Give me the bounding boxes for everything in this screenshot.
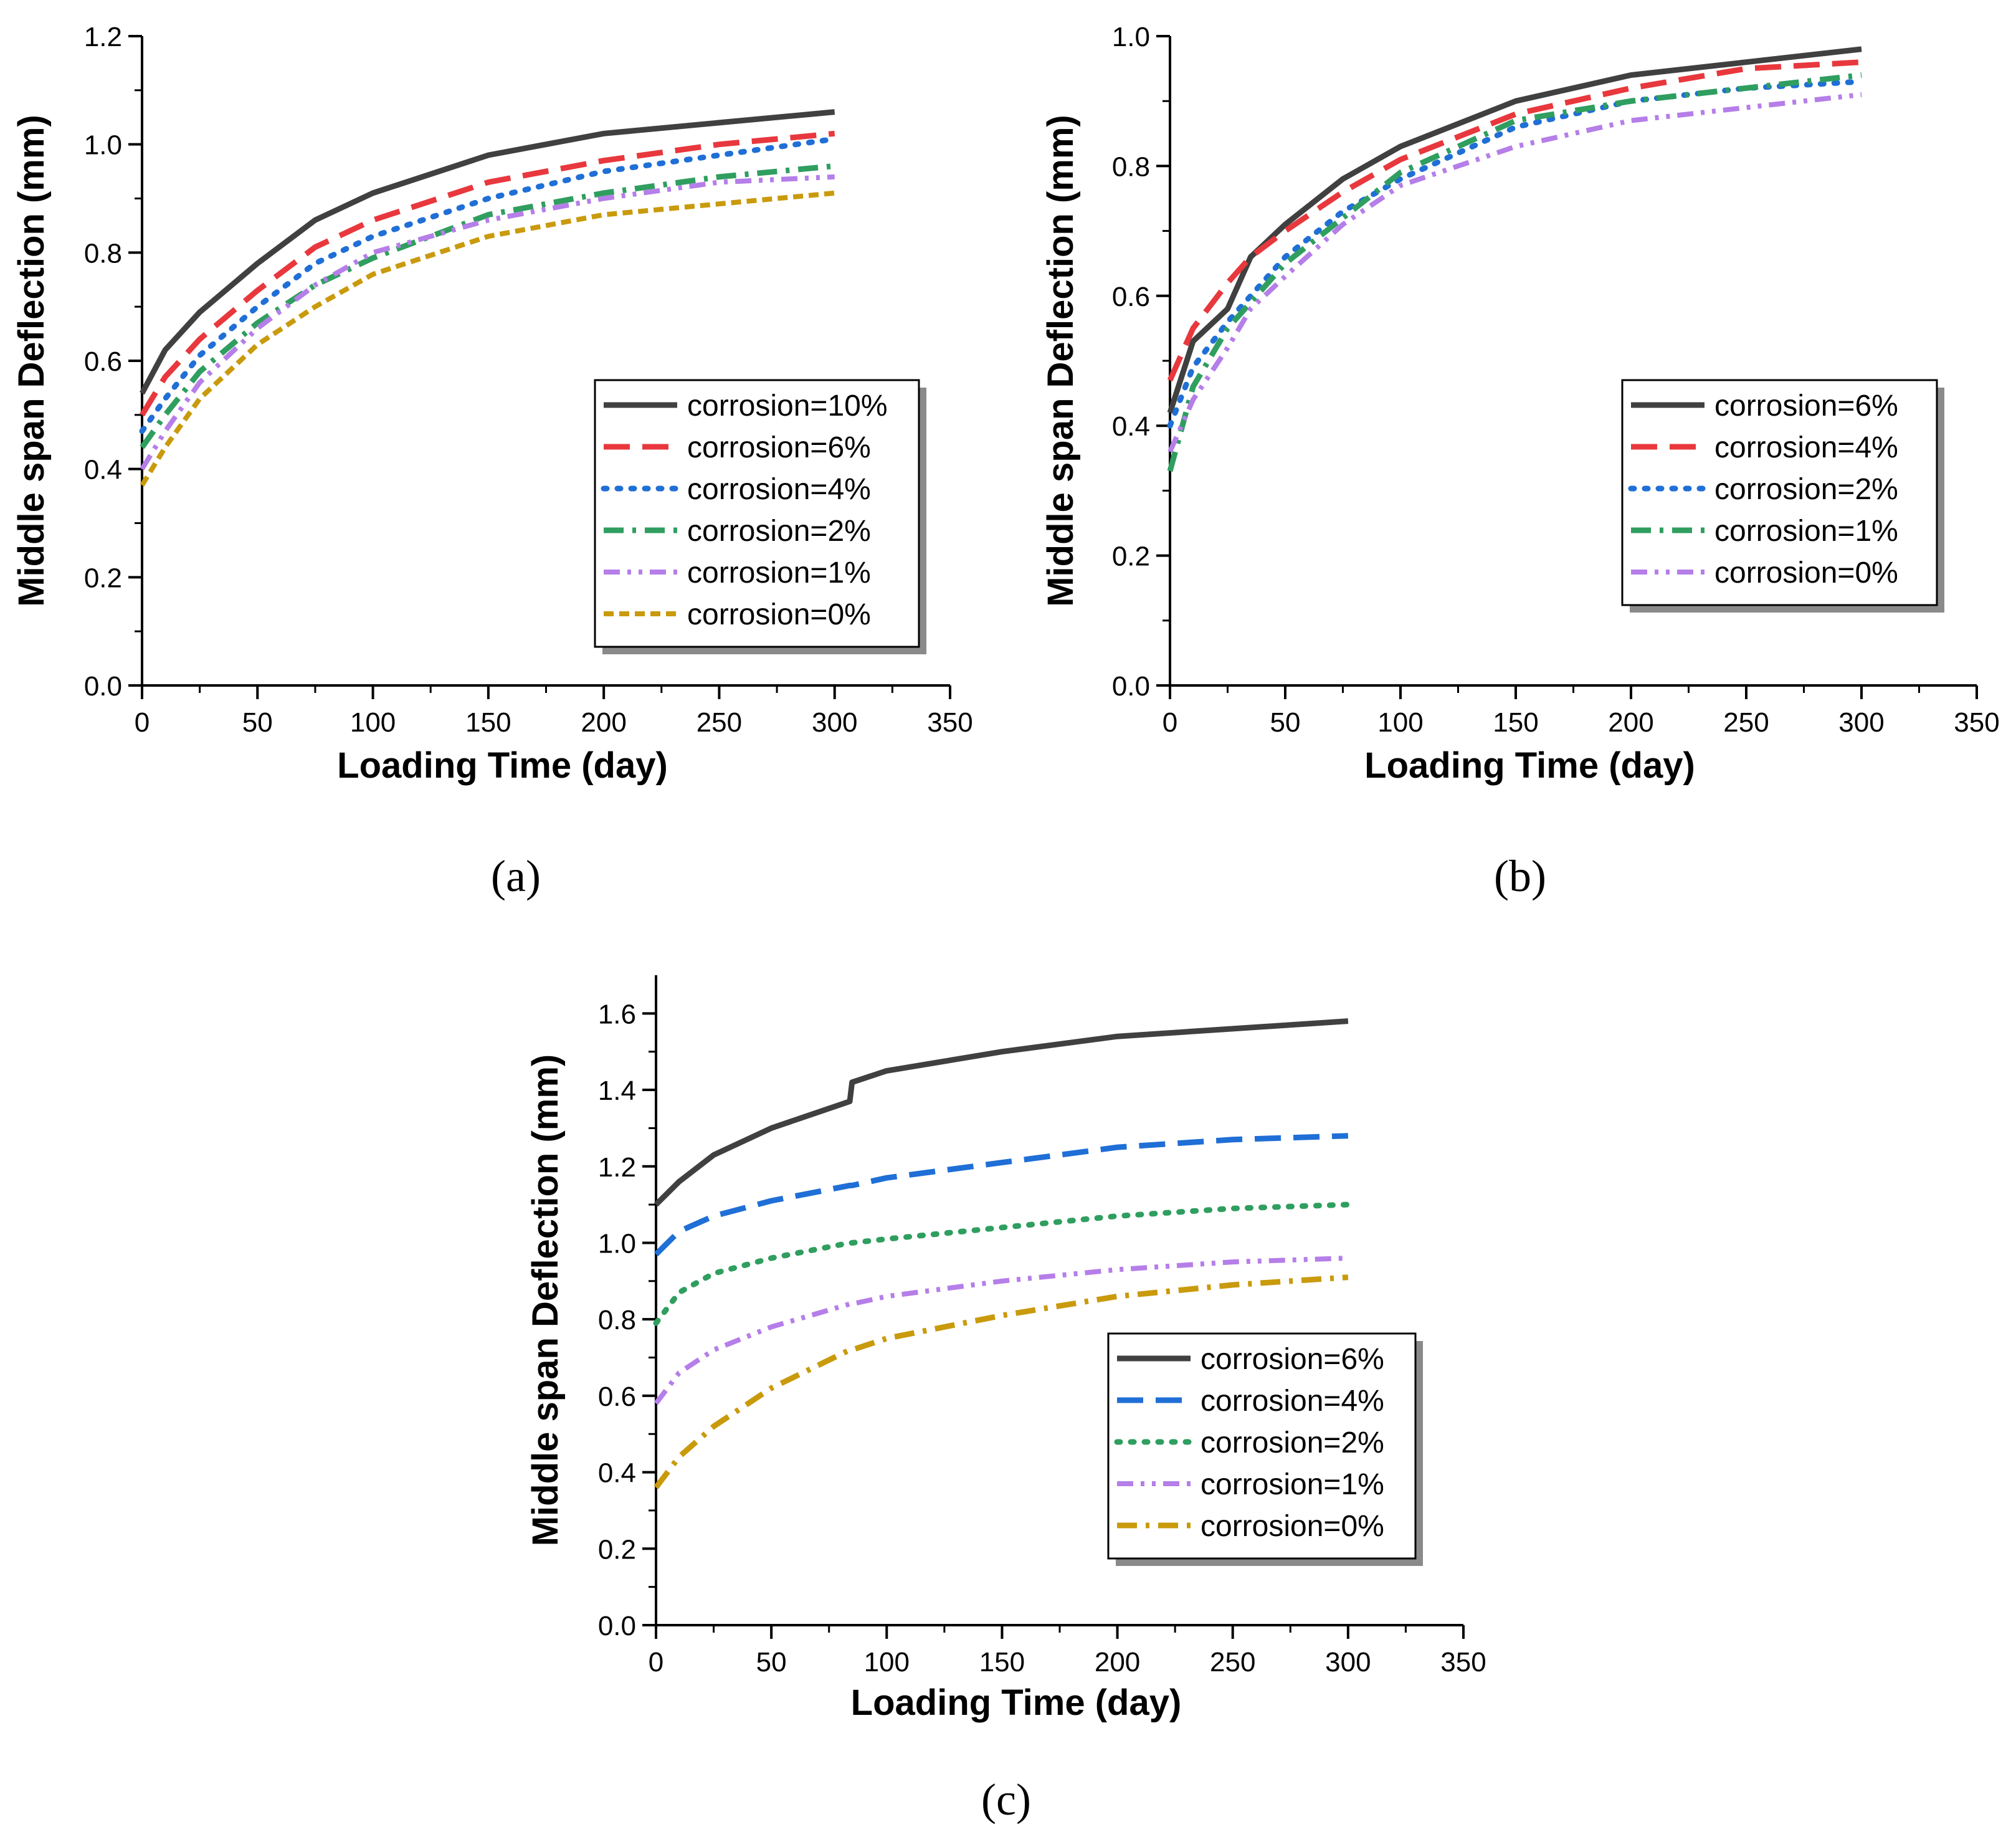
x-tick-label: 50 [756, 1647, 787, 1677]
series-line-6 [140, 190, 835, 487]
chart-panel-1: 0 50 100 150 200 250 300 350 0.0 0.2 0.4 0.6 0.8 1.0 1… [11, 22, 973, 901]
x-tick-label: 250 [1210, 1647, 1255, 1677]
x-tick-label: 150 [979, 1647, 1025, 1677]
legend-label: corrosion=4% [687, 473, 871, 506]
series-line-1 [1167, 46, 1862, 414]
series-line-5 [1167, 92, 1862, 453]
x-tick-label: 150 [465, 707, 511, 738]
y-tick-label: 0.2 [84, 563, 122, 593]
y-tick-label: 0.0 [84, 671, 122, 702]
y-tick-label: 0.0 [598, 1611, 636, 1641]
legend-label: corrosion=1% [1714, 515, 1898, 548]
y-tick-label: 1.4 [598, 1076, 636, 1106]
legend-label: corrosion=1% [1201, 1468, 1384, 1501]
y-tick-label: 0.0 [1112, 671, 1150, 702]
series-line-2 [654, 1133, 1349, 1257]
legend-box [1107, 1332, 1417, 1560]
y-tick-label: 0.2 [1112, 542, 1150, 572]
series-line-3 [139, 136, 838, 434]
legend-label: corrosion=6% [687, 431, 871, 464]
x-tick-label: 100 [864, 1647, 910, 1677]
legend-box [1621, 379, 1938, 606]
legend-label: corrosion=0% [1201, 1510, 1384, 1543]
x-tick-label: 200 [1095, 1647, 1140, 1677]
x-tick-label: 100 [350, 707, 396, 738]
panel-caption: (b) [1494, 851, 1546, 901]
x-tick-label: 300 [1838, 707, 1884, 738]
legend-label: corrosion=4% [1201, 1385, 1384, 1418]
y-tick-label: 0.8 [84, 238, 122, 269]
x-tick-label: 0 [135, 707, 150, 738]
y-axis-label: Middle span Deflection (mm) [525, 1054, 566, 1547]
x-axis-label: Loading Time (day) [1364, 745, 1695, 786]
series-line-3 [1167, 79, 1865, 429]
chart-panel-2: 0 50 100 150 200 250 300 350 0.0 0.2 0.4 0.6 0.8 1.0 L… [1040, 22, 2000, 901]
x-tick-label: 300 [812, 707, 857, 738]
y-tick-label: 0.4 [1112, 411, 1150, 442]
x-tick-label: 250 [697, 707, 742, 738]
legend-label: corrosion=0% [687, 598, 871, 631]
y-tick-label: 1.0 [84, 130, 122, 161]
x-tick-label: 350 [1954, 707, 1999, 738]
y-tick-label: 0.4 [84, 455, 122, 485]
legend-label: corrosion=0% [1714, 556, 1898, 589]
y-tick-label: 0.8 [598, 1305, 636, 1335]
series-line-3 [653, 1201, 1351, 1326]
x-tick-label: 200 [581, 707, 626, 738]
y-axis-label: Middle span Deflection (mm) [11, 115, 52, 607]
y-tick-label: 0.2 [598, 1534, 636, 1565]
y-tick-label: 0.6 [598, 1382, 636, 1412]
y-tick-label: 1.2 [598, 1152, 636, 1183]
y-tick-label: 0.8 [1112, 151, 1150, 182]
x-tick-label: 300 [1325, 1647, 1371, 1677]
series-line-2 [140, 130, 835, 417]
legend-label: corrosion=2% [687, 515, 871, 548]
legend-label: corrosion=2% [1201, 1426, 1384, 1459]
y-tick-label: 1.6 [598, 999, 636, 1029]
series-line-5 [654, 1274, 1349, 1489]
legend-label: corrosion=2% [1714, 473, 1898, 506]
series-line-5 [140, 174, 835, 470]
legend-label: corrosion=6% [1201, 1343, 1384, 1376]
series-line-1 [654, 1018, 1349, 1207]
panel-caption: (a) [491, 851, 541, 901]
series-line-2 [1167, 59, 1862, 382]
y-tick-label: 0.6 [84, 346, 122, 377]
x-tick-label: 0 [1163, 707, 1177, 738]
x-axis-label: Loading Time (day) [337, 745, 668, 786]
x-tick-label: 100 [1377, 707, 1423, 738]
legend-label: corrosion=4% [1714, 431, 1898, 464]
y-tick-label: 1.0 [598, 1228, 636, 1259]
legend-box [594, 379, 920, 648]
series-line-4 [654, 1256, 1349, 1405]
x-tick-label: 150 [1493, 707, 1538, 738]
legend-label: corrosion=6% [1714, 389, 1898, 422]
x-axis-label: Loading Time (day) [851, 1682, 1182, 1723]
y-tick-label: 0.6 [1112, 282, 1150, 312]
y-tick-label: 1.2 [84, 22, 122, 52]
panel-caption: (c) [981, 1775, 1031, 1825]
chart-panel-3: 0 50 100 150 200 250 300 350 0.0 0.2 0.4 0.6 0.8 1.0 1… [525, 975, 1486, 1825]
y-tick-label: 1.0 [1112, 22, 1150, 52]
legend-label: corrosion=1% [687, 556, 871, 589]
series-line-4 [1167, 72, 1862, 472]
x-tick-label: 50 [242, 707, 273, 738]
x-tick-label: 350 [1440, 1647, 1486, 1677]
series-line-1 [140, 109, 835, 395]
x-tick-label: 50 [1270, 707, 1301, 738]
x-tick-label: 0 [649, 1647, 663, 1677]
x-tick-label: 350 [927, 707, 972, 738]
x-tick-label: 200 [1608, 707, 1653, 738]
legend-label: corrosion=10% [687, 389, 888, 422]
x-tick-label: 250 [1723, 707, 1769, 738]
y-axis-label: Middle span Deflection (mm) [1040, 115, 1081, 607]
y-tick-label: 0.4 [598, 1458, 636, 1489]
